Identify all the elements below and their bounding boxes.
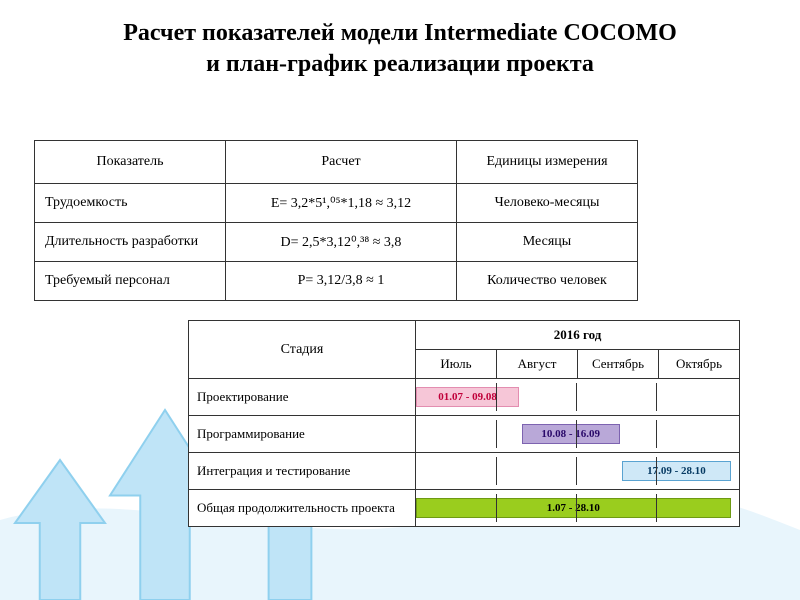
indicators-header-cell: Показатель <box>35 141 226 184</box>
month-separator <box>576 420 577 448</box>
indicators-cell: D= 2,5*3,12⁰,³⁸ ≈ 3,8 <box>226 223 457 262</box>
indicators-header-cell: Единицы измерения <box>457 141 638 184</box>
slide: Расчет показателей модели Intermediate C… <box>0 0 800 600</box>
gantt-bar: 10.08 - 16.09 <box>522 424 620 444</box>
indicators-table-wrap: ПоказательРасчетЕдиницы измеренияТрудоем… <box>34 140 638 301</box>
schedule-month-header: Сентябрь <box>578 350 659 379</box>
table-row: Общая продолжительность проекта 1.07 - 2… <box>189 490 740 527</box>
gantt-canvas: 10.08 - 16.09 <box>416 420 739 448</box>
indicators-header-cell: Расчет <box>226 141 457 184</box>
gantt-canvas: 17.09 - 28.10 <box>416 457 739 485</box>
schedule-stage-cell: Проектирование <box>189 379 416 416</box>
gantt-bar: 1.07 - 28.10 <box>416 498 731 518</box>
schedule-bar-cell: 1.07 - 28.10 <box>416 490 740 527</box>
gantt-canvas: 1.07 - 28.10 <box>416 494 739 522</box>
month-separator <box>576 494 577 522</box>
indicators-cell: P= 3,12/3,8 ≈ 1 <box>226 262 457 301</box>
schedule-stage-cell: Интеграция и тестирование <box>189 453 416 490</box>
title-line-1: Расчет показателей модели Intermediate C… <box>0 18 800 49</box>
gantt-canvas: 01.07 - 09.08 <box>416 383 739 411</box>
title-line-2: и план-график реализации проекта <box>0 49 800 80</box>
indicators-table: ПоказательРасчетЕдиницы измеренияТрудоем… <box>34 140 638 301</box>
schedule-year-header: 2016 год <box>416 321 740 350</box>
schedule-bar-cell: 10.08 - 16.09 <box>416 416 740 453</box>
schedule-bar-cell: 17.09 - 28.10 <box>416 453 740 490</box>
table-row: Требуемый персоналP= 3,12/3,8 ≈ 1Количес… <box>35 262 638 301</box>
page-title: Расчет показателей модели Intermediate C… <box>0 0 800 79</box>
month-separator <box>496 494 497 522</box>
table-row: Длительность разработкиD= 2,5*3,12⁰,³⁸ ≈… <box>35 223 638 262</box>
indicators-cell: E= 3,2*5¹,⁰⁵*1,18 ≈ 3,12 <box>226 184 457 223</box>
indicators-cell: Требуемый персонал <box>35 262 226 301</box>
table-row: Проектирование 01.07 - 09.08 <box>189 379 740 416</box>
table-row: Программирование 10.08 - 16.09 <box>189 416 740 453</box>
schedule-stage-cell: Общая продолжительность проекта <box>189 490 416 527</box>
month-separator <box>496 457 497 485</box>
indicators-cell: Трудоемкость <box>35 184 226 223</box>
month-separator <box>656 420 657 448</box>
month-separator <box>656 383 657 411</box>
month-separator <box>656 494 657 522</box>
table-row: Интеграция и тестирование 17.09 - 28.10 <box>189 453 740 490</box>
schedule-table-wrap: Стадия 2016 год ИюльАвгустСентябрьОктябр… <box>188 320 740 527</box>
schedule-stage-header: Стадия <box>189 321 416 379</box>
schedule-table: Стадия 2016 год ИюльАвгустСентябрьОктябр… <box>188 320 740 527</box>
indicators-cell: Месяцы <box>457 223 638 262</box>
indicators-cell: Длительность разработки <box>35 223 226 262</box>
month-separator <box>496 420 497 448</box>
schedule-month-header: Октябрь <box>659 350 740 379</box>
schedule-month-header: Август <box>497 350 578 379</box>
indicators-cell: Человеко-месяцы <box>457 184 638 223</box>
schedule-stage-cell: Программирование <box>189 416 416 453</box>
table-row: ТрудоемкостьE= 3,2*5¹,⁰⁵*1,18 ≈ 3,12Чело… <box>35 184 638 223</box>
month-separator <box>576 457 577 485</box>
month-separator <box>496 383 497 411</box>
schedule-bar-cell: 01.07 - 09.08 <box>416 379 740 416</box>
month-separator <box>576 383 577 411</box>
month-separator <box>656 457 657 485</box>
indicators-cell: Количество человек <box>457 262 638 301</box>
schedule-month-header: Июль <box>416 350 497 379</box>
gantt-bar: 01.07 - 09.08 <box>416 387 519 407</box>
gantt-bar: 17.09 - 28.10 <box>622 461 730 481</box>
